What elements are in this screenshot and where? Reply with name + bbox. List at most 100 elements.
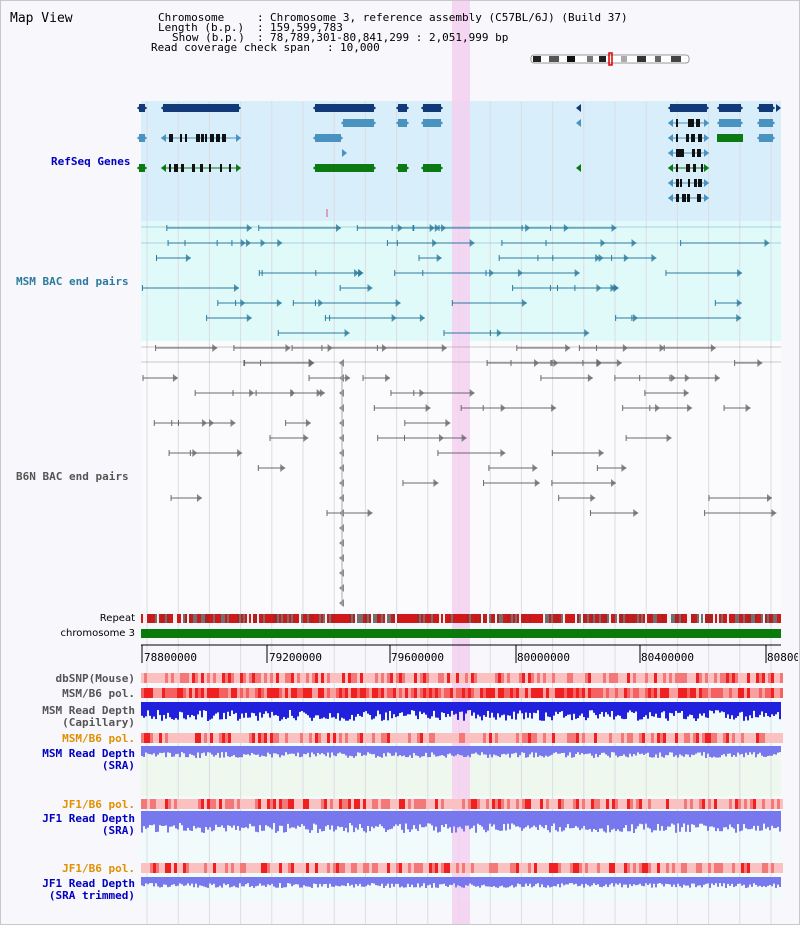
track-label-jf1-depth-trimmed[interactable]: JF1 Read Depth: [42, 877, 135, 890]
read-depth-bar: [759, 877, 761, 886]
repeat-segment: [351, 614, 353, 623]
read-depth-bar: [617, 746, 619, 758]
read-depth-bar: [237, 702, 239, 721]
track-label-msm-depth-capillary[interactable]: MSM Read Depth: [42, 704, 135, 717]
read-depth-bar: [443, 877, 445, 884]
polymorphism-cell: [492, 863, 495, 873]
read-depth-bar: [631, 746, 633, 757]
read-depth-bar: [295, 877, 297, 885]
read-depth-bar: [577, 877, 579, 887]
read-depth-bar: [265, 877, 267, 887]
track-label-b6n-bac[interactable]: B6N BAC end pairs: [16, 470, 129, 483]
read-depth-bar: [181, 811, 183, 826]
read-depth-bar: [681, 811, 683, 828]
read-depth-bar: [277, 702, 279, 716]
read-depth-bar: [695, 811, 697, 828]
track-label-msm-depth-sra[interactable]: MSM Read Depth: [42, 747, 135, 760]
repeat-segment: [517, 614, 519, 623]
repeat-segment: [225, 614, 227, 623]
repeat-segment: [257, 614, 259, 623]
read-depth-bar: [421, 702, 423, 714]
track-label-jf1-b6-pol-2[interactable]: JF1/B6 pol.: [62, 862, 135, 875]
polymorphism-cell: [510, 733, 513, 743]
polymorphism-cell: [150, 799, 153, 809]
polymorphism-cell: [195, 863, 198, 873]
polymorphism-cell: [177, 863, 180, 873]
read-depth-bar: [277, 746, 279, 755]
read-depth-bar: [711, 877, 713, 884]
read-depth-bar: [199, 811, 201, 828]
polymorphism-cell: [408, 799, 411, 809]
track-label-jf1-depth-sra[interactable]: JF1 Read Depth: [42, 812, 135, 825]
track-label-msm-bac[interactable]: MSM BAC end pairs: [16, 275, 129, 288]
polymorphism-cell: [669, 863, 672, 873]
repeat-segment: [263, 614, 265, 623]
polymorphism-cell: [666, 799, 669, 809]
track-label-jf1-b6-pol[interactable]: JF1/B6 pol.: [62, 798, 135, 811]
read-depth-bar: [291, 877, 293, 887]
polymorphism-cell: [507, 733, 510, 743]
read-depth-bar: [749, 746, 751, 753]
polymorphism-cell: [387, 733, 390, 743]
read-depth-bar: [765, 746, 767, 757]
polymorphism-cell: [663, 673, 666, 683]
read-depth-bar: [265, 811, 267, 826]
read-depth-bar: [501, 877, 503, 886]
polymorphism-cell: [372, 863, 375, 873]
polymorphism-cell: [657, 688, 660, 698]
polymorphism-cell: [690, 688, 693, 698]
polymorphism-cell: [372, 799, 375, 809]
read-depth-bar: [409, 811, 411, 832]
polymorphism-cell: [333, 673, 336, 683]
polymorphism-cell: [435, 733, 438, 743]
polymorphism-cell: [627, 688, 630, 698]
read-depth-bar: [175, 811, 177, 829]
read-depth-bar: [571, 811, 573, 829]
track-label-msm-b6-pol-2[interactable]: MSM/B6 pol.: [62, 732, 135, 745]
polymorphism-cell: [600, 863, 603, 873]
polymorphism-cell: [219, 863, 222, 873]
polymorphism-cell: [369, 733, 372, 743]
polymorphism-cell: [444, 688, 447, 698]
read-depth-bar: [613, 811, 615, 829]
polymorphism-cell: [255, 688, 258, 698]
read-depth-bar: [477, 746, 479, 755]
gene-exon: [697, 194, 701, 202]
polymorphism-cell: [534, 733, 537, 743]
read-depth-bar: [275, 811, 277, 833]
polymorphism-cell: [513, 799, 516, 809]
read-depth-bar: [425, 877, 427, 888]
repeat-segment: [267, 614, 269, 623]
read-depth-bar: [311, 877, 313, 888]
polymorphism-cell: [759, 733, 762, 743]
track-label-msm-b6-pol[interactable]: MSM/B6 pol.: [62, 687, 135, 700]
polymorphism-cell: [366, 733, 369, 743]
polymorphism-cell: [441, 733, 444, 743]
polymorphism-cell: [678, 688, 681, 698]
polymorphism-cell: [675, 688, 678, 698]
gene-exon: [343, 119, 374, 127]
polymorphism-cell: [519, 863, 522, 873]
bac-pair-end: [436, 254, 442, 262]
polymorphism-cell: [255, 673, 258, 683]
track-label-dbsnp[interactable]: dbSNP(Mouse): [55, 672, 135, 685]
polymorphism-cell: [231, 673, 234, 683]
repeat-segment: [769, 614, 771, 623]
read-depth-bar: [169, 877, 171, 887]
polymorphism-cell: [465, 688, 468, 698]
polymorphism-cell: [486, 863, 489, 873]
read-depth-bar: [385, 877, 387, 886]
bac-pair-end: [429, 224, 435, 232]
read-depth-bar: [773, 877, 775, 884]
read-depth-bar: [337, 702, 339, 714]
bac-pair-end: [587, 374, 593, 382]
repeat-segment: [727, 614, 729, 623]
polymorphism-cell: [201, 673, 204, 683]
read-depth-bar: [439, 811, 441, 832]
polymorphism-cell: [381, 863, 384, 873]
polymorphism-cell: [717, 733, 720, 743]
polymorphism-cell: [309, 863, 312, 873]
read-depth-bar: [325, 877, 327, 884]
track-label-refseq[interactable]: RefSeq Genes: [51, 155, 131, 168]
